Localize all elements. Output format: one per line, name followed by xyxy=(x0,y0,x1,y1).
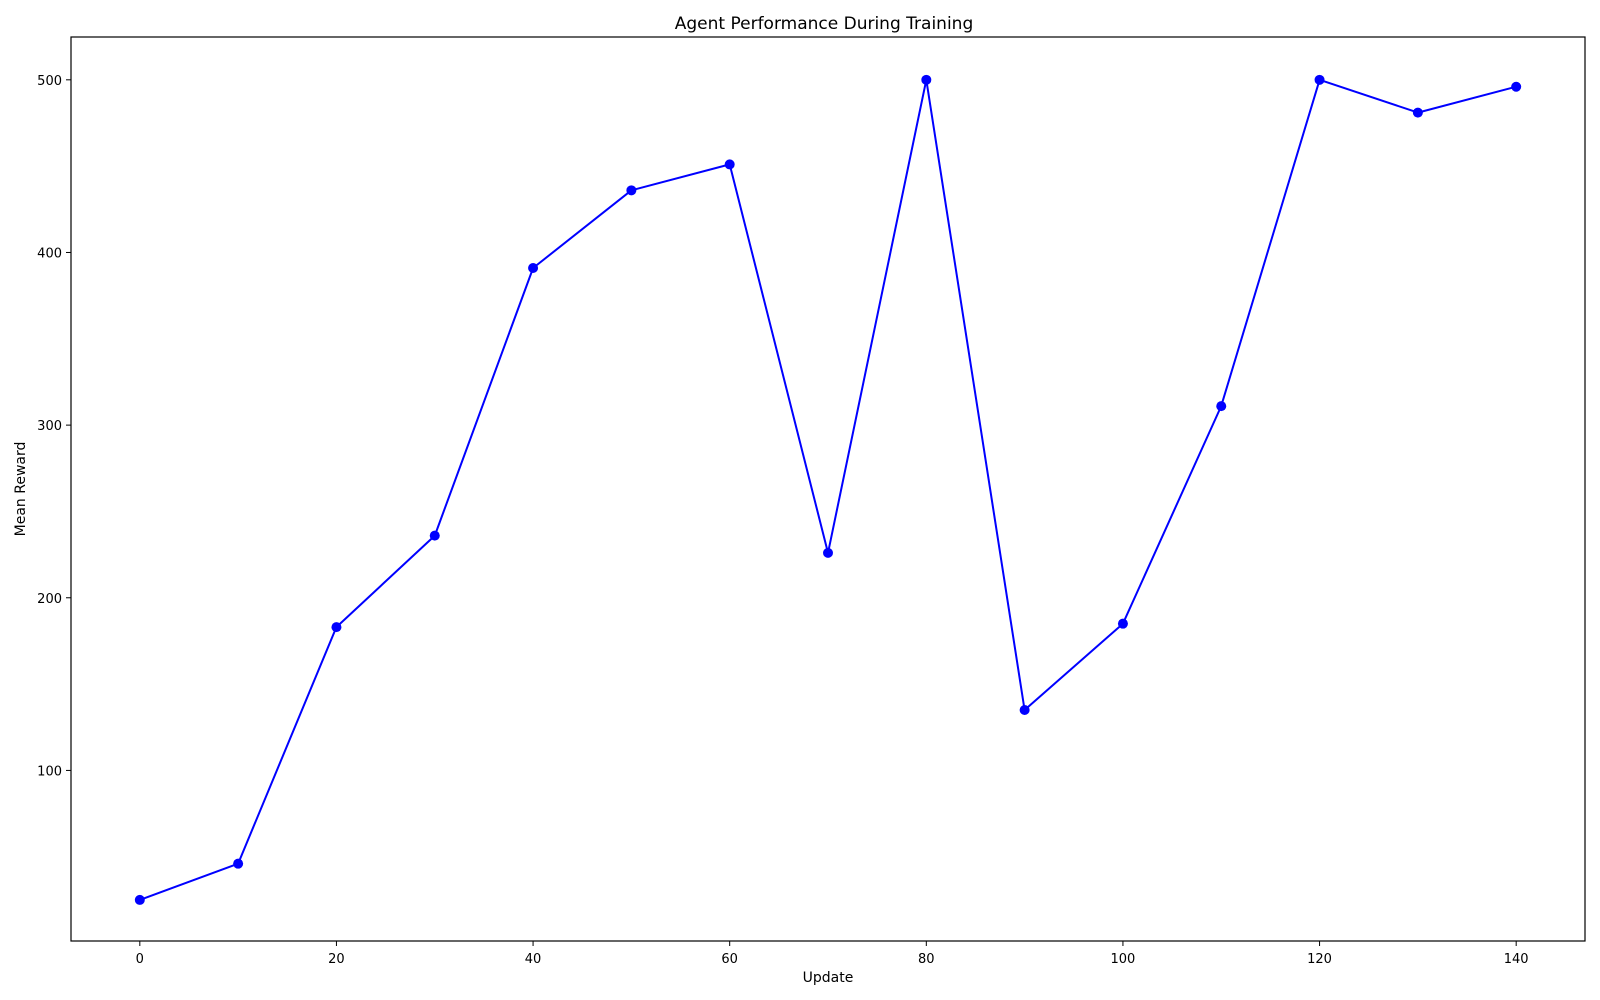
x-axis-ticks: 0 20 40 60 80 100 120 140 xyxy=(136,941,1529,967)
x-tick-label: 120 xyxy=(1307,952,1332,967)
x-tick-label: 40 xyxy=(525,952,542,967)
x-axis-label: Update xyxy=(803,970,854,986)
x-tick-label: 60 xyxy=(721,952,738,967)
data-point xyxy=(823,547,833,558)
data-point xyxy=(1019,704,1030,715)
x-tick-label: 100 xyxy=(1111,952,1136,967)
data-point xyxy=(233,858,244,869)
x-tick-label: 0 xyxy=(136,952,144,967)
series-layer xyxy=(134,74,1522,905)
y-tick-label: 400 xyxy=(37,246,62,261)
y-tick-label: 100 xyxy=(37,764,62,779)
data-point xyxy=(921,74,932,85)
y-tick-label: 500 xyxy=(37,74,62,89)
chart-title: Agent Performance During Training xyxy=(675,14,973,34)
y-tick-label: 200 xyxy=(37,592,62,607)
data-point xyxy=(429,530,440,541)
x-tick-label: 80 xyxy=(918,952,935,967)
data-point xyxy=(1117,618,1128,629)
y-axis-ticks: 100 200 300 400 500 xyxy=(37,74,71,779)
data-point xyxy=(626,185,637,196)
y-tick-label: 300 xyxy=(37,419,62,434)
x-tick-label: 140 xyxy=(1504,952,1529,967)
data-point xyxy=(1511,81,1522,92)
data-point xyxy=(724,159,735,170)
data-point xyxy=(331,622,342,633)
data-point xyxy=(1412,107,1423,118)
data-point xyxy=(1216,401,1227,412)
data-point xyxy=(134,894,145,905)
data-point xyxy=(528,263,539,274)
y-axis-label: Mean Reward xyxy=(13,442,29,537)
plot-area-frame xyxy=(70,36,1586,942)
x-tick-label: 20 xyxy=(328,952,345,967)
data-point xyxy=(1314,74,1325,85)
